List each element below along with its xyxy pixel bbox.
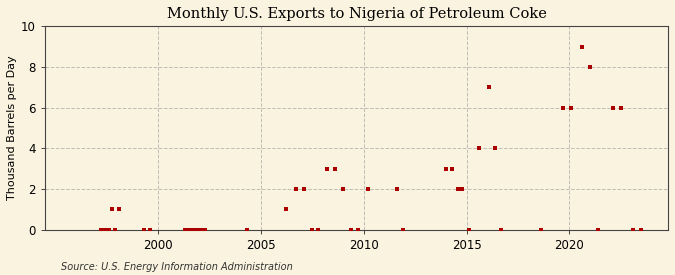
Point xyxy=(441,166,452,171)
Point xyxy=(398,227,408,232)
Point xyxy=(196,227,207,232)
Point xyxy=(352,227,363,232)
Point xyxy=(576,44,587,49)
Point xyxy=(107,207,117,211)
Point xyxy=(490,146,501,150)
Point xyxy=(636,227,647,232)
Text: Source: U.S. Energy Information Administration: Source: U.S. Energy Information Administ… xyxy=(61,262,292,272)
Point xyxy=(113,207,124,211)
Point xyxy=(338,187,348,191)
Point xyxy=(321,166,332,171)
Point xyxy=(496,227,507,232)
Y-axis label: Thousand Barrels per Day: Thousand Barrels per Day xyxy=(7,56,17,200)
Point xyxy=(188,227,198,232)
Point xyxy=(299,187,310,191)
Point xyxy=(457,187,468,191)
Point xyxy=(313,227,324,232)
Point xyxy=(192,227,202,232)
Point xyxy=(566,105,577,110)
Point xyxy=(463,227,474,232)
Point xyxy=(346,227,357,232)
Point xyxy=(184,227,194,232)
Point xyxy=(392,187,402,191)
Point xyxy=(473,146,484,150)
Point xyxy=(628,227,639,232)
Point xyxy=(607,105,618,110)
Point xyxy=(99,227,110,232)
Point xyxy=(616,105,626,110)
Point xyxy=(290,187,301,191)
Point xyxy=(95,227,106,232)
Point xyxy=(585,65,595,69)
Point xyxy=(180,227,190,232)
Point xyxy=(138,227,149,232)
Point xyxy=(200,227,211,232)
Point xyxy=(558,105,568,110)
Point xyxy=(535,227,546,232)
Point xyxy=(453,187,464,191)
Point xyxy=(241,227,252,232)
Point xyxy=(109,227,120,232)
Point xyxy=(329,166,340,171)
Point xyxy=(280,207,291,211)
Point xyxy=(307,227,318,232)
Point xyxy=(593,227,603,232)
Title: Monthly U.S. Exports to Nigeria of Petroleum Coke: Monthly U.S. Exports to Nigeria of Petro… xyxy=(167,7,547,21)
Point xyxy=(447,166,458,171)
Point xyxy=(144,227,155,232)
Point xyxy=(103,227,114,232)
Point xyxy=(484,85,495,89)
Point xyxy=(362,187,373,191)
